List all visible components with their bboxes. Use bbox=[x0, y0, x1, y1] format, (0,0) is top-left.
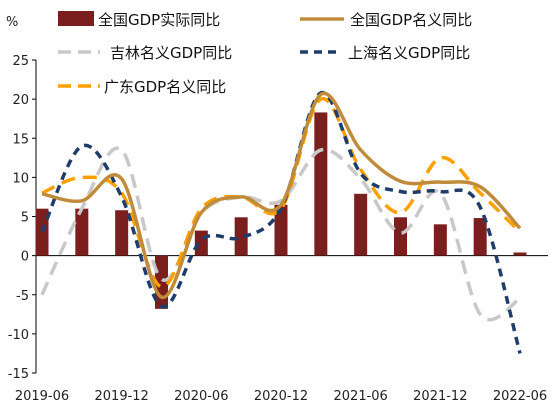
bar bbox=[75, 208, 89, 256]
y-tick-label: -10 bbox=[8, 328, 29, 343]
legend-swatch-1 bbox=[58, 11, 94, 26]
legend-label-4: 上海名义GDP同比 bbox=[348, 44, 470, 62]
x-tick-label: 2021-12 bbox=[413, 389, 467, 404]
x-tick-label: 2021-06 bbox=[334, 389, 388, 404]
legend-label-1: 全国GDP实际同比 bbox=[98, 11, 220, 29]
series-line-1 bbox=[41, 91, 522, 299]
bar bbox=[513, 252, 527, 256]
x-tick-label: 2020-12 bbox=[254, 389, 308, 404]
y-unit-label: % bbox=[6, 15, 18, 30]
legend-item-4: 上海名义GDP同比 bbox=[300, 44, 470, 62]
y-tick-label: 10 bbox=[12, 171, 29, 186]
series-line-3 bbox=[40, 91, 522, 354]
legend-item-1: 全国GDP实际同比 bbox=[58, 11, 220, 29]
x-tick-label: 2019-06 bbox=[15, 389, 69, 404]
y-tick-label: 5 bbox=[21, 211, 29, 226]
bar bbox=[433, 224, 447, 256]
y-tick-label: -5 bbox=[16, 289, 29, 304]
bar bbox=[274, 204, 288, 256]
x-tick-label: 2020-06 bbox=[174, 389, 228, 404]
legend-item-5: 广东GDP名义同比 bbox=[58, 78, 226, 96]
legend-label-5: 广东GDP名义同比 bbox=[104, 78, 226, 96]
legend-label-2: 全国GDP名义同比 bbox=[350, 11, 472, 29]
bar bbox=[314, 112, 328, 256]
legend-label-3: 吉林名义GDP同比 bbox=[110, 44, 232, 62]
legend: 全国GDP实际同比 全国GDP名义同比 吉林名义GDP同比 上海名义GDP同比 … bbox=[58, 11, 472, 96]
x-tick-label: 2022-06 bbox=[493, 389, 547, 404]
legend-item-3: 吉林名义GDP同比 bbox=[58, 44, 232, 62]
y-tick-label: 15 bbox=[12, 132, 29, 147]
x-tick-label: 2019-12 bbox=[95, 389, 149, 404]
bar bbox=[354, 193, 368, 256]
y-tick-label: 20 bbox=[12, 93, 29, 108]
line-series bbox=[40, 91, 522, 354]
y-axis: -15 -10 -5 0 5 10 15 20 25 bbox=[8, 54, 36, 382]
y-tick-label: 0 bbox=[21, 250, 29, 265]
y-tick-label: 25 bbox=[12, 54, 29, 69]
y-tick-label: -15 bbox=[8, 367, 29, 382]
series-line-2 bbox=[40, 146, 521, 322]
legend-item-2: 全国GDP名义同比 bbox=[300, 11, 472, 29]
bar bbox=[473, 218, 487, 256]
series-line-4 bbox=[41, 97, 522, 289]
x-axis: 2019-06 2019-12 2020-06 2020-12 2021-06 2021-… bbox=[15, 389, 547, 404]
bar bbox=[234, 217, 248, 256]
bar bbox=[115, 210, 129, 256]
bar bbox=[394, 217, 407, 256]
